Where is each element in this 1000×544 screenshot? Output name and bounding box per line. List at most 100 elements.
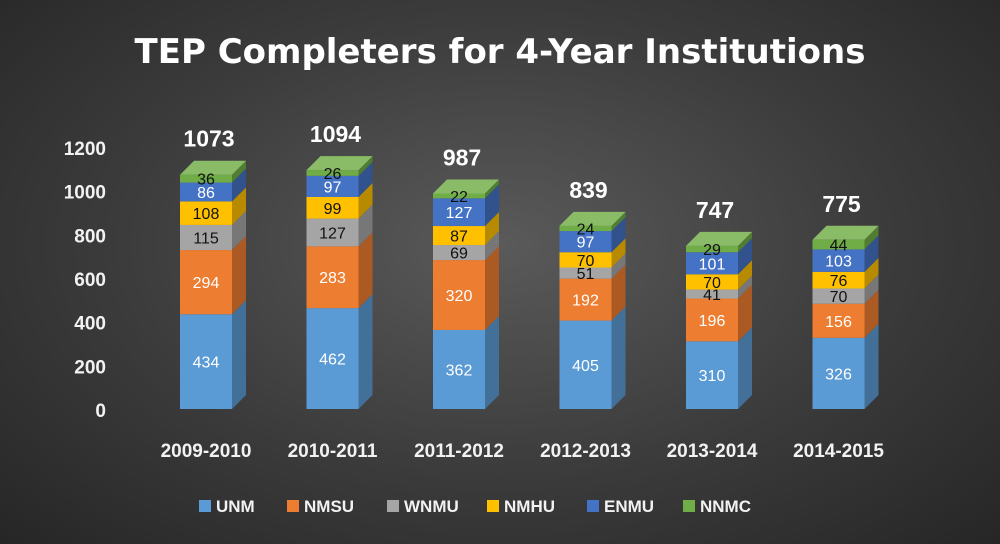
bar-segment: [306, 170, 359, 176]
data-label: 44: [830, 238, 848, 255]
bar-segment: [559, 278, 612, 321]
legend-item: UNM: [199, 497, 255, 516]
bar-segment: [180, 182, 232, 202]
y-axis: 0 200 400 600 800 1000 1200: [64, 139, 106, 422]
data-label: 86: [197, 185, 215, 202]
data-label: 87: [450, 229, 468, 246]
bar-segment-side: [232, 168, 246, 202]
bar-segment: [433, 198, 485, 227]
bar-segment: [812, 303, 865, 338]
legend-swatch: [199, 500, 211, 512]
bar-segment: [686, 252, 738, 275]
bar-segment: [433, 193, 485, 199]
bar-segment: [306, 246, 359, 309]
y-tick-label: 800: [74, 226, 106, 247]
bar-segment: [812, 271, 865, 289]
bar-segment-side: [358, 161, 373, 197]
legend: UNM NMSU WNMU NMHU ENMU NNMC: [199, 497, 751, 516]
y-tick-label: 0: [95, 401, 106, 422]
y-tick-label: 600: [74, 270, 106, 291]
data-label: 22: [450, 189, 468, 206]
bar-segment: [686, 341, 738, 409]
legend-item: NMSU: [287, 497, 354, 516]
bar-segment-side: [611, 264, 626, 321]
bar-segment: [180, 314, 232, 409]
legend-label: NMHU: [504, 497, 555, 516]
bar-segment-side: [864, 225, 879, 250]
legend-swatch: [587, 500, 599, 512]
bar-segment-side: [232, 160, 246, 183]
bar-segment-side: [485, 315, 499, 409]
bar-segment-side: [485, 246, 499, 330]
bar-segment: [812, 249, 865, 272]
bar-segment-side: [485, 184, 499, 227]
bar-segment-side: [485, 179, 499, 199]
x-tick-label: 2011-2012: [414, 441, 504, 462]
bar-segment-side: [864, 257, 879, 289]
data-label: 97: [577, 235, 595, 252]
total-label: 747: [696, 197, 734, 223]
data-label: 69: [450, 246, 468, 263]
bar-segment: [559, 252, 612, 268]
data-label: 99: [324, 201, 342, 218]
total-label: 775: [822, 191, 861, 217]
bar-segment: [686, 274, 738, 290]
bar-segment: [433, 260, 485, 330]
bar-segment-side: [864, 274, 879, 304]
bar-top: [686, 231, 752, 246]
bar-segment: [433, 329, 485, 409]
bar-top: [812, 225, 879, 240]
data-label: 26: [324, 166, 342, 183]
bar-top: [433, 179, 499, 194]
bar-segment: [306, 175, 359, 197]
bar-segment-side: [358, 294, 373, 409]
legend-swatch: [287, 500, 299, 512]
y-tick-label: 200: [74, 357, 106, 378]
data-label: 70: [577, 253, 595, 270]
bar-top: [306, 156, 373, 171]
data-label: 101: [699, 256, 726, 273]
legend-swatch: [487, 500, 499, 512]
legend-item: WNMU: [387, 497, 459, 516]
bar-segment: [559, 320, 612, 409]
legend-label: UNM: [216, 497, 255, 516]
bar-segment-side: [485, 231, 499, 261]
bar-segment-side: [611, 306, 626, 409]
bar-segment: [306, 218, 359, 247]
bar-segment-side: [738, 275, 752, 299]
bar-segment: [433, 226, 485, 246]
bar-segment: [180, 174, 232, 183]
plot-area: 4342941151088636107346228312799972610943…: [180, 121, 879, 409]
y-tick-label: 1000: [64, 183, 106, 204]
bar-segment: [686, 289, 738, 299]
data-label: 97: [324, 179, 342, 196]
bar-top: [180, 160, 246, 175]
total-label: 839: [569, 177, 607, 203]
bar-segment: [812, 239, 865, 250]
data-label: 108: [193, 206, 220, 223]
legend-label: NNMC: [700, 497, 751, 516]
bar-segment-side: [232, 236, 246, 315]
x-tick-label: 2012-2013: [540, 441, 631, 462]
bar-segment-side: [864, 323, 879, 409]
bar-segment-side: [358, 156, 373, 176]
bar-segment: [559, 267, 612, 279]
bar-segment-side: [611, 217, 626, 253]
x-tick-label: 2014-2015: [793, 441, 884, 462]
bar-segment: [812, 337, 865, 409]
data-label: 51: [577, 266, 595, 283]
bar-segment-side: [232, 187, 246, 225]
bar-segment: [180, 224, 232, 251]
chart-title: TEP Completers for 4-Year Institutions: [135, 32, 866, 72]
bar-segment-side: [611, 253, 626, 279]
data-label: 127: [319, 225, 346, 242]
bar-segment-side: [358, 182, 373, 219]
data-label: 36: [197, 172, 215, 189]
legend-label: ENMU: [604, 497, 654, 516]
bar-segment-side: [232, 210, 246, 251]
data-label: 326: [825, 366, 852, 383]
legend-label: NMSU: [304, 497, 354, 516]
